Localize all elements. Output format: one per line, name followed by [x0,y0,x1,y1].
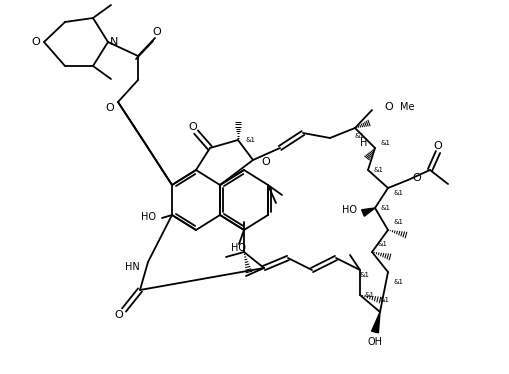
Text: &1: &1 [378,241,388,247]
Polygon shape [372,312,380,333]
Text: H: H [360,138,367,148]
Text: &1: &1 [246,137,256,143]
Text: N: N [110,37,119,47]
Text: O: O [384,102,393,112]
Text: O: O [105,103,114,113]
Text: &1: &1 [380,297,390,303]
Text: O: O [189,122,197,132]
Text: O: O [434,141,442,151]
Text: &1: &1 [365,292,375,298]
Text: HO: HO [342,205,357,215]
Text: &1: &1 [381,205,391,211]
Text: &1: &1 [381,140,391,146]
Text: HO: HO [232,243,246,253]
Text: OH: OH [367,337,382,347]
Text: &1: &1 [394,219,404,225]
Text: &1: &1 [394,279,404,285]
Text: &1: &1 [394,190,404,196]
Polygon shape [362,208,375,216]
Text: O: O [412,173,421,183]
Text: O: O [261,157,270,167]
Text: HN: HN [125,262,140,272]
Text: O: O [115,310,123,320]
Text: O: O [31,37,40,47]
Text: HO: HO [141,212,156,222]
Text: &1: &1 [355,133,365,139]
Text: &1: &1 [374,167,384,173]
Text: Me: Me [400,102,414,112]
Text: O: O [153,27,161,37]
Text: &1: &1 [360,272,370,278]
